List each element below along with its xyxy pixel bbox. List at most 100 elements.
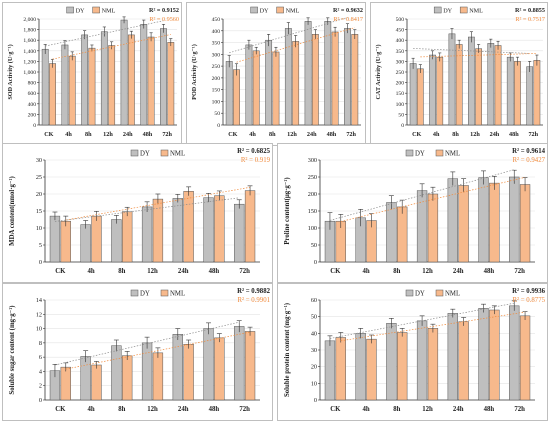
bar-nml-48h [331, 31, 339, 126]
proline-chart: 0 50 100 150 200 250 300 Proline content(μg·g⁻¹… [284, 148, 546, 275]
legend-label-nml: NML [469, 8, 483, 15]
bar-nml-ck [60, 220, 71, 263]
legend-swatch-dy [433, 6, 442, 14]
bar-dy-72h [509, 176, 520, 263]
bar-nml-24h [311, 34, 319, 126]
y-tick-label: 800 [28, 81, 37, 87]
bar-dy-12h [100, 31, 108, 126]
bar-dy-24h [304, 21, 312, 126]
trendline-nml [65, 186, 251, 221]
bar-nml-8h [397, 206, 408, 263]
bar-dy-8h [111, 219, 122, 263]
bar-nml-72h [519, 184, 531, 263]
x-tick-label: 72h [239, 268, 250, 275]
legend-label-dy: DY [415, 291, 425, 298]
x-tick-label: 72h [528, 131, 538, 138]
r2-label-dy: R² = 0.9614 [512, 148, 546, 155]
x-tick-label: 4h [433, 131, 440, 138]
y-tick-label: 15 [36, 208, 42, 215]
y-tick-label: 250 [212, 64, 221, 70]
mda-chart: 0 5 10 15 20 25 30 MDA content(nmol·g⁻¹) CK 4h 8h 1… [9, 148, 271, 275]
y-tick-label: 1,600 [23, 38, 36, 44]
x-tick-label: 8h [118, 406, 125, 413]
bar-dy-ck [41, 48, 49, 126]
y-tick-label: 200 [28, 112, 37, 118]
bar-nml-24h [127, 34, 135, 126]
legend-swatch-nml [92, 6, 100, 14]
y-tick-label: 150 [212, 88, 221, 94]
y-axis-label: Soluble protein content (mg·g⁻¹) [284, 303, 291, 397]
y-tick-label: 10 [311, 380, 317, 387]
y-tick-label: 100 [396, 102, 405, 108]
y-tick-label: 2 [39, 383, 42, 390]
bar-dy-48h [203, 328, 214, 401]
bar-nml-4h [366, 338, 377, 401]
r2-label-nml: R² = 0.9560 [149, 16, 179, 23]
legend-swatch-nml [276, 6, 284, 14]
y-tick-label: 8 [39, 340, 42, 347]
bar-dy-72h [234, 326, 245, 401]
bar-dy-12h [468, 36, 475, 126]
bar-nml-12h [152, 352, 164, 401]
panel-proline: 0 50 100 150 200 250 300 Proline content(μg·g⁻¹… [277, 143, 548, 283]
bar-dy-24h [172, 334, 183, 401]
trendline-dy [329, 169, 515, 221]
bar-nml-48h [514, 61, 521, 126]
y-tick-label: 20 [36, 191, 42, 198]
x-tick-label: CK [330, 268, 341, 275]
x-tick-label: CK [228, 131, 237, 138]
y-tick-label: 10 [36, 326, 42, 333]
protein-chart: 0 10 20 30 40 50 60 Soluble protein content (mg… [284, 288, 546, 413]
bar-dy-ck [49, 215, 61, 263]
bar-dy-48h [506, 56, 514, 126]
bar-dy-24h [487, 43, 495, 126]
bar-dy-48h [478, 177, 489, 263]
y-tick-label: 1,200 [23, 59, 36, 65]
x-tick-label: 24h [307, 131, 317, 138]
legend-swatch-dy [405, 289, 414, 297]
y-tick-label: 250 [396, 70, 405, 76]
sod-chart: 0 200 400 600 800 1,000 1,200 1,400 1,600 1,800 2,… [7, 6, 179, 138]
bar-dy-4h [80, 224, 91, 263]
bar-nml-48h [489, 309, 500, 401]
cat-chart: 0 50 100 150 200 250 300 350 400 450 500 CAT Activi… [375, 6, 545, 138]
y-tick-label: 450 [396, 28, 405, 34]
bar-nml-8h [397, 332, 408, 401]
y-axis-label: POD Activity (U·g⁻¹) [191, 44, 198, 100]
bar-dy-4h [429, 54, 436, 126]
y-tick-label: 10 [36, 225, 42, 232]
r2-label-nml: R² = 0.8417 [333, 16, 363, 23]
y-tick-label: 0 [314, 259, 317, 266]
bar-dy-72h [509, 305, 520, 401]
y-tick-label: 200 [212, 76, 221, 82]
legend-swatch-nml [435, 149, 444, 157]
x-tick-label: 4h [362, 406, 369, 413]
bar-dy-12h [416, 320, 428, 401]
bar-dy-24h [172, 198, 183, 263]
x-tick-label: 72h [514, 406, 525, 413]
y-tick-label: 450 [212, 17, 221, 23]
legend-label-dy: DY [443, 8, 452, 15]
x-tick-label: CK [55, 406, 66, 413]
x-tick-label: 12h [147, 406, 158, 413]
panel-protein: 0 10 20 30 40 50 60 Soluble protein content (mg… [277, 283, 548, 421]
x-tick-label: 8h [269, 131, 276, 138]
bar-nml-8h [88, 47, 96, 126]
bar-dy-ck [409, 63, 417, 126]
bar-dy-8h [81, 34, 89, 126]
bar-dy-72h [160, 28, 167, 126]
bar-nml-12h [427, 328, 439, 401]
x-tick-label: 48h [509, 131, 519, 138]
pod-chart: 0 50 100 150 200 250 300 350 400 450 POD Activity … [191, 6, 363, 138]
trendline-dy [45, 20, 164, 47]
x-tick-label: 48h [484, 268, 495, 275]
y-tick-label: 300 [396, 59, 405, 65]
sugar-chart: 0 2 4 6 8 10 12 14 Soluble sugar content (mg·g⁻¹… [9, 288, 271, 413]
trendline-nml [65, 331, 251, 370]
y-tick-label: 350 [396, 49, 405, 55]
y-tick-label: 0 [401, 123, 404, 129]
bar-nml-8h [272, 51, 280, 126]
bar-dy-24h [447, 178, 458, 263]
y-tick-label: 50 [214, 111, 220, 117]
y-tick-label: 6 [39, 354, 42, 361]
